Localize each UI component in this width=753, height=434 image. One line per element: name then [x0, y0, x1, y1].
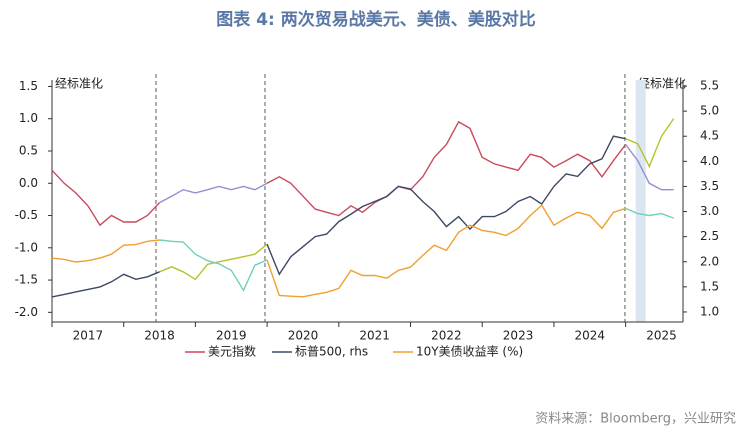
series-line	[625, 118, 675, 169]
y-tick-label: 0.5	[19, 143, 38, 157]
y-tick-label: 1.0	[19, 111, 38, 125]
x-tick-label: 2021	[359, 329, 390, 343]
series-line	[159, 239, 268, 292]
y-tick-label: 1.5	[19, 79, 38, 93]
y2-tick-label: 2.0	[700, 254, 719, 268]
y-tick-label: -1.0	[15, 240, 38, 254]
y-tick-label: -2.0	[15, 305, 38, 319]
legend-label: 10Y美债收益率 (%)	[416, 344, 523, 359]
source: 资料来源：Bloomberg，兴业研究	[535, 412, 736, 427]
y2-tick-label: 5.0	[700, 104, 719, 118]
series-line	[51, 239, 160, 263]
series-line	[625, 207, 674, 219]
x-tick-label: 2017	[73, 329, 104, 343]
shaded-band	[635, 80, 646, 322]
series-line	[159, 243, 268, 281]
y2-tick-label: 1.5	[700, 279, 719, 293]
series-line	[266, 204, 626, 298]
legend-label: 标普500, rhs	[295, 345, 368, 359]
legend-label: 美元指数	[208, 344, 256, 359]
x-tick-label: 2019	[216, 329, 247, 343]
annotation: 经标准化	[55, 77, 103, 91]
chart-title: 图表 4: 两次贸易战美元、美债、美股对比	[216, 9, 535, 30]
x-tick-label: 2022	[431, 329, 462, 343]
y-tick-label: 0.0	[19, 176, 38, 190]
y2-tick-label: 1.0	[700, 304, 719, 318]
x-tick-label: 2020	[288, 329, 319, 343]
y2-tick-label: 3.5	[700, 179, 719, 193]
series-line	[625, 144, 674, 191]
y2-tick-label: 5.5	[700, 79, 719, 93]
x-tick-label: 2023	[503, 329, 534, 343]
series-line	[159, 182, 268, 204]
y2-tick-label: 3.0	[700, 204, 719, 218]
x-tick-label: 2025	[646, 329, 677, 343]
y2-tick-label: 2.5	[700, 229, 719, 243]
x-tick-label: 2018	[144, 329, 175, 343]
y2-tick-label: 4.0	[700, 154, 719, 168]
annotation: 经标准化	[638, 77, 686, 91]
series-line	[266, 120, 627, 217]
y-tick-label: -1.5	[15, 273, 38, 287]
series-line	[51, 271, 160, 298]
series-line	[266, 135, 626, 276]
y2-tick-label: 4.5	[700, 129, 719, 143]
x-tick-label: 2024	[575, 329, 606, 343]
y-tick-label: -0.5	[15, 208, 38, 222]
series-line	[51, 169, 161, 227]
